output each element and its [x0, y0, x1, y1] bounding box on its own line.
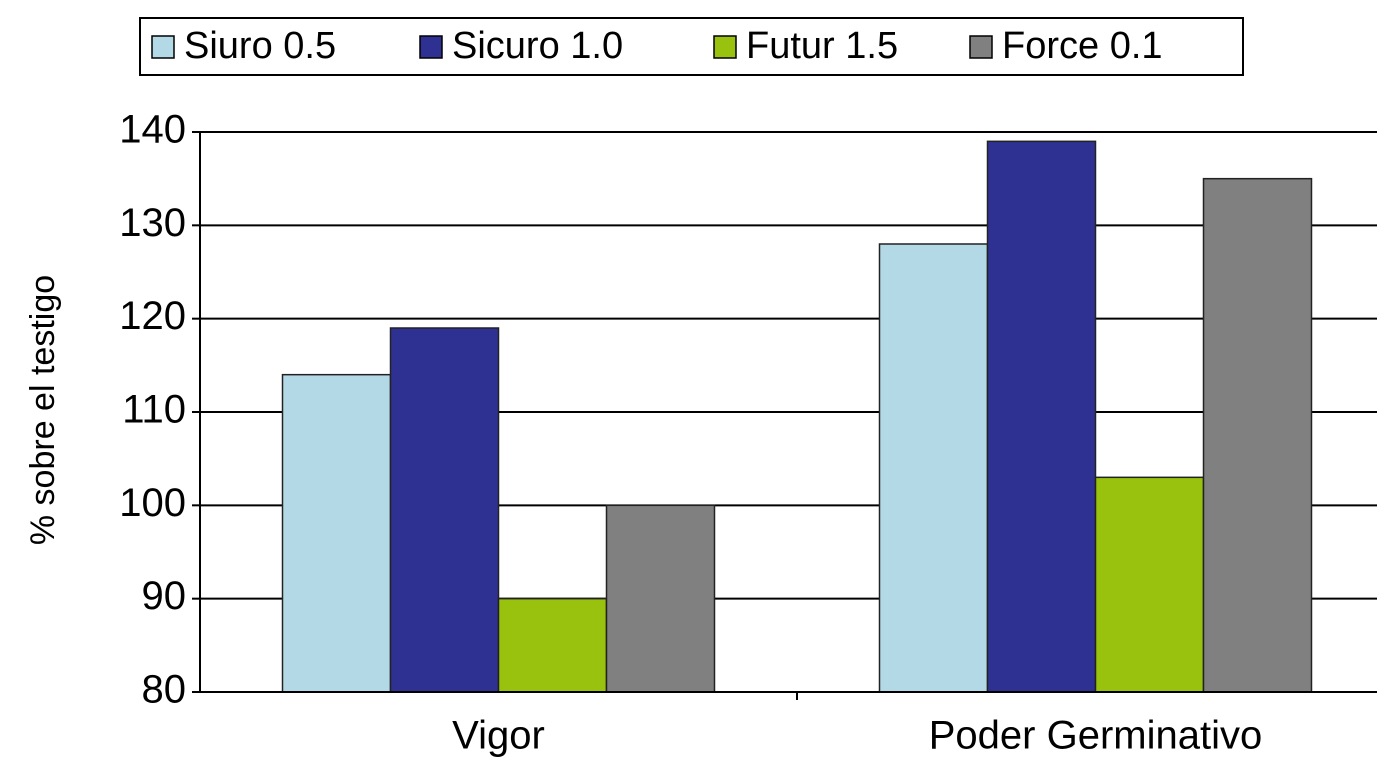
- legend-label: Sicuro 1.0: [452, 25, 623, 67]
- y-tick-label: 90: [142, 574, 187, 618]
- legend-swatch: [713, 35, 737, 59]
- y-tick-label: 110: [122, 388, 186, 432]
- x-tick-label: Poder Germinativo: [929, 714, 1262, 758]
- bar: [1094, 476, 1205, 693]
- y-axis-label: % sobre el testigo: [24, 275, 62, 545]
- legend-label: Force 0.1: [1002, 25, 1163, 67]
- legend-swatch: [419, 35, 443, 59]
- y-tick-label: 120: [119, 294, 186, 338]
- bar: [1202, 177, 1313, 693]
- y-tick-label: 80: [142, 668, 187, 712]
- y-tick-label: 130: [119, 201, 186, 245]
- bar: [281, 373, 392, 693]
- legend-label: Futur 1.5: [746, 25, 898, 67]
- bar: [389, 327, 500, 693]
- legend-label: Siuro 0.5: [184, 25, 336, 67]
- bar: [497, 597, 608, 693]
- x-tick-label: Vigor: [452, 714, 545, 758]
- legend-box: [139, 17, 1244, 76]
- legend-swatch: [151, 35, 175, 59]
- y-tick-label: 100: [119, 481, 186, 525]
- bar: [878, 243, 989, 693]
- bar: [605, 504, 716, 693]
- legend-swatch: [969, 35, 993, 59]
- bar: [986, 140, 1097, 693]
- y-tick-label: 140: [119, 108, 186, 152]
